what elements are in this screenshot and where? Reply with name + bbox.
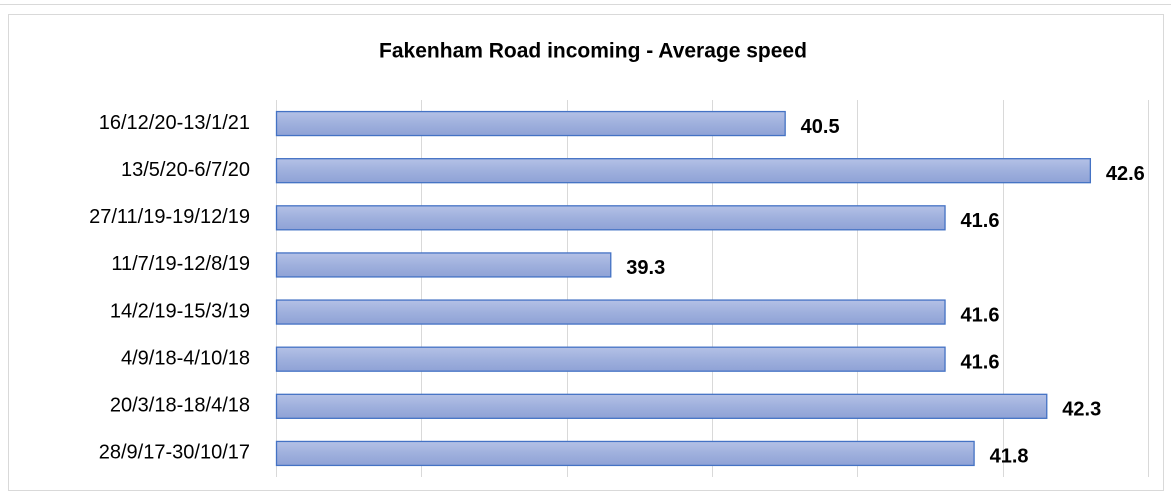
category-label: 20/3/18-18/4/18: [110, 395, 250, 417]
value-label: 41.6: [961, 351, 1000, 373]
bar: [275, 393, 1048, 419]
bar: [275, 110, 786, 137]
category-label: 14/2/19-15/3/19: [110, 300, 250, 322]
bar: [275, 252, 612, 278]
category-label: 11/7/19-12/8/19: [111, 253, 250, 275]
category-label: 16/12/20-13/1/21: [99, 112, 250, 134]
bar: [275, 205, 946, 231]
value-label: 42.6: [1106, 163, 1145, 185]
category-label: 27/11/19-19/12/19: [89, 206, 250, 228]
value-label: 41.8: [990, 446, 1029, 468]
value-label: 40.5: [801, 116, 840, 138]
value-label: 39.3: [626, 257, 665, 279]
bar: [275, 158, 1092, 184]
chart-title: Fakenham Road incoming - Average speed: [379, 40, 807, 63]
category-label: 4/9/18-4/10/18: [121, 347, 250, 369]
category-label: 28/9/17-30/10/17: [99, 442, 250, 464]
value-label: 41.6: [961, 304, 1000, 326]
chart-border: [8, 14, 1164, 491]
bar: [275, 440, 975, 467]
value-label: 42.3: [1062, 399, 1101, 421]
value-label: 41.6: [961, 210, 1000, 232]
category-label: 13/5/20-6/7/20: [121, 159, 250, 181]
bar: [275, 299, 946, 325]
bar: [275, 346, 946, 372]
